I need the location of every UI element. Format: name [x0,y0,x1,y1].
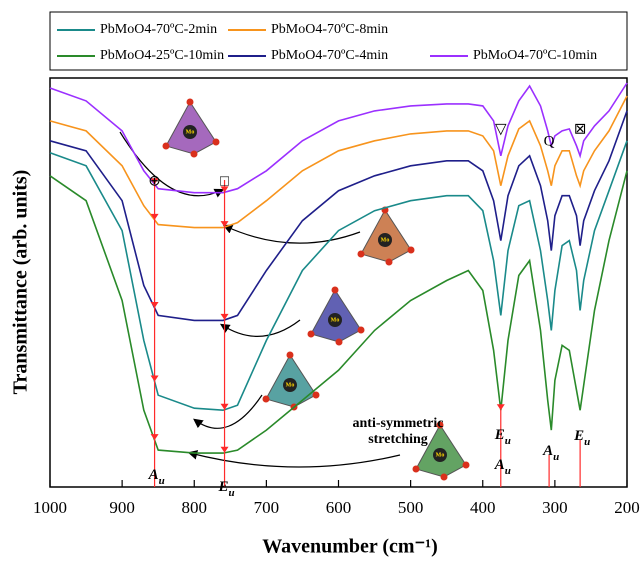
oxygen [357,326,365,334]
band-arrow [220,313,229,320]
oxygen [286,351,294,359]
band-label: Au [494,457,511,476]
series-line [49,140,628,412]
icon-label: Mo [286,382,295,388]
oxygen [440,473,448,481]
band-label-main: E [218,479,229,495]
mo-atom [328,313,342,327]
note: anti-symmetric [353,416,444,431]
oxygen [190,150,198,158]
legend-label: PbMoO4-70ºC-4min [271,48,388,63]
oxygen [335,338,343,346]
icon-label: Mo [186,129,195,135]
oxygen [312,391,320,399]
legend-box [49,11,628,71]
series-line [49,82,628,194]
band-arrow [220,446,229,453]
band-label-main: A [542,443,553,459]
band-symbol: ⊠ [574,121,587,137]
band-symbol: ⊕ [148,173,161,189]
legend-label: PbMoO4-25ºC-10min [100,48,224,63]
oxygen [357,250,365,258]
band-arrow [150,375,159,382]
oxygen [212,138,220,146]
icon-label: Mo [331,317,340,323]
plot-frame [49,77,628,488]
band-arrow [150,178,159,185]
band-label-sub: u [553,451,559,463]
band-label: Eu [494,427,511,446]
band-arrow [150,301,159,308]
legend-label: PbMoO4-70ºC-10min [473,48,597,63]
oxygen [307,330,315,338]
band-symbol: ▽ [495,121,507,137]
arrow [222,224,361,244]
y-axis-label: Transmittance (arb. units) [10,170,32,395]
band-label-main: A [494,457,505,473]
oxygen [331,286,339,294]
oxygen [412,465,420,473]
icons: Mo Mo Mo Mo Mo [119,98,470,481]
series-line [49,95,628,229]
mo-atom [378,233,392,247]
icon-label: Mo [381,237,390,243]
oxygen [407,246,415,254]
x-axis-label: Wavenumber (cm⁻¹) [262,536,438,558]
band-label: Eu [573,428,590,447]
band-arrow [220,403,229,410]
oxygen [186,98,194,106]
oxygen [385,258,393,266]
band-label-main: E [573,428,584,444]
band-arrow [220,221,229,228]
oxygen [262,395,270,403]
arrow [193,394,263,429]
x-tick-label: 400 [470,498,496,517]
x-tick-label: 700 [254,498,280,517]
x-tick-label: 500 [398,498,424,517]
mo-atom [283,378,297,392]
band-arrow [220,186,229,193]
band-arrow [496,404,505,411]
band-label-sub: u [584,436,590,448]
band-label: Eu [218,479,235,498]
x-tick-label: 1000 [33,498,67,517]
x-tick-label: 200 [614,498,640,517]
band-symbol: Q [544,133,555,149]
legend-label: PbMoO4-70ºC-2min [100,22,217,37]
note: stretching [368,432,428,447]
band-arrow [150,213,159,220]
oxygen [436,421,444,429]
x-tick-label: 300 [542,498,568,517]
arrow [187,450,401,468]
mo-atom [433,448,447,462]
band-label-sub: u [505,465,511,477]
icon-label: Mo [436,452,445,458]
band-label: Au [148,467,165,486]
x-tick-label: 900 [109,498,135,517]
band-label-main: E [494,427,505,443]
oxygen [162,142,170,150]
band-label-sub: u [159,475,165,487]
series-line [49,170,628,454]
band-label-main: A [148,467,159,483]
band-label: Au [542,443,559,462]
oxygen [462,461,470,469]
arrow [219,319,301,337]
legend-label: PbMoO4-70ºC-8min [271,22,388,37]
x-tick-label: 800 [182,498,208,517]
band-label-sub: u [505,435,511,447]
band-arrow [150,434,159,441]
mo-atom [183,125,197,139]
band-label-sub: u [229,487,235,499]
band-symbol: □ [220,173,229,189]
series-line [49,110,628,322]
x-tick-label: 600 [326,498,352,517]
